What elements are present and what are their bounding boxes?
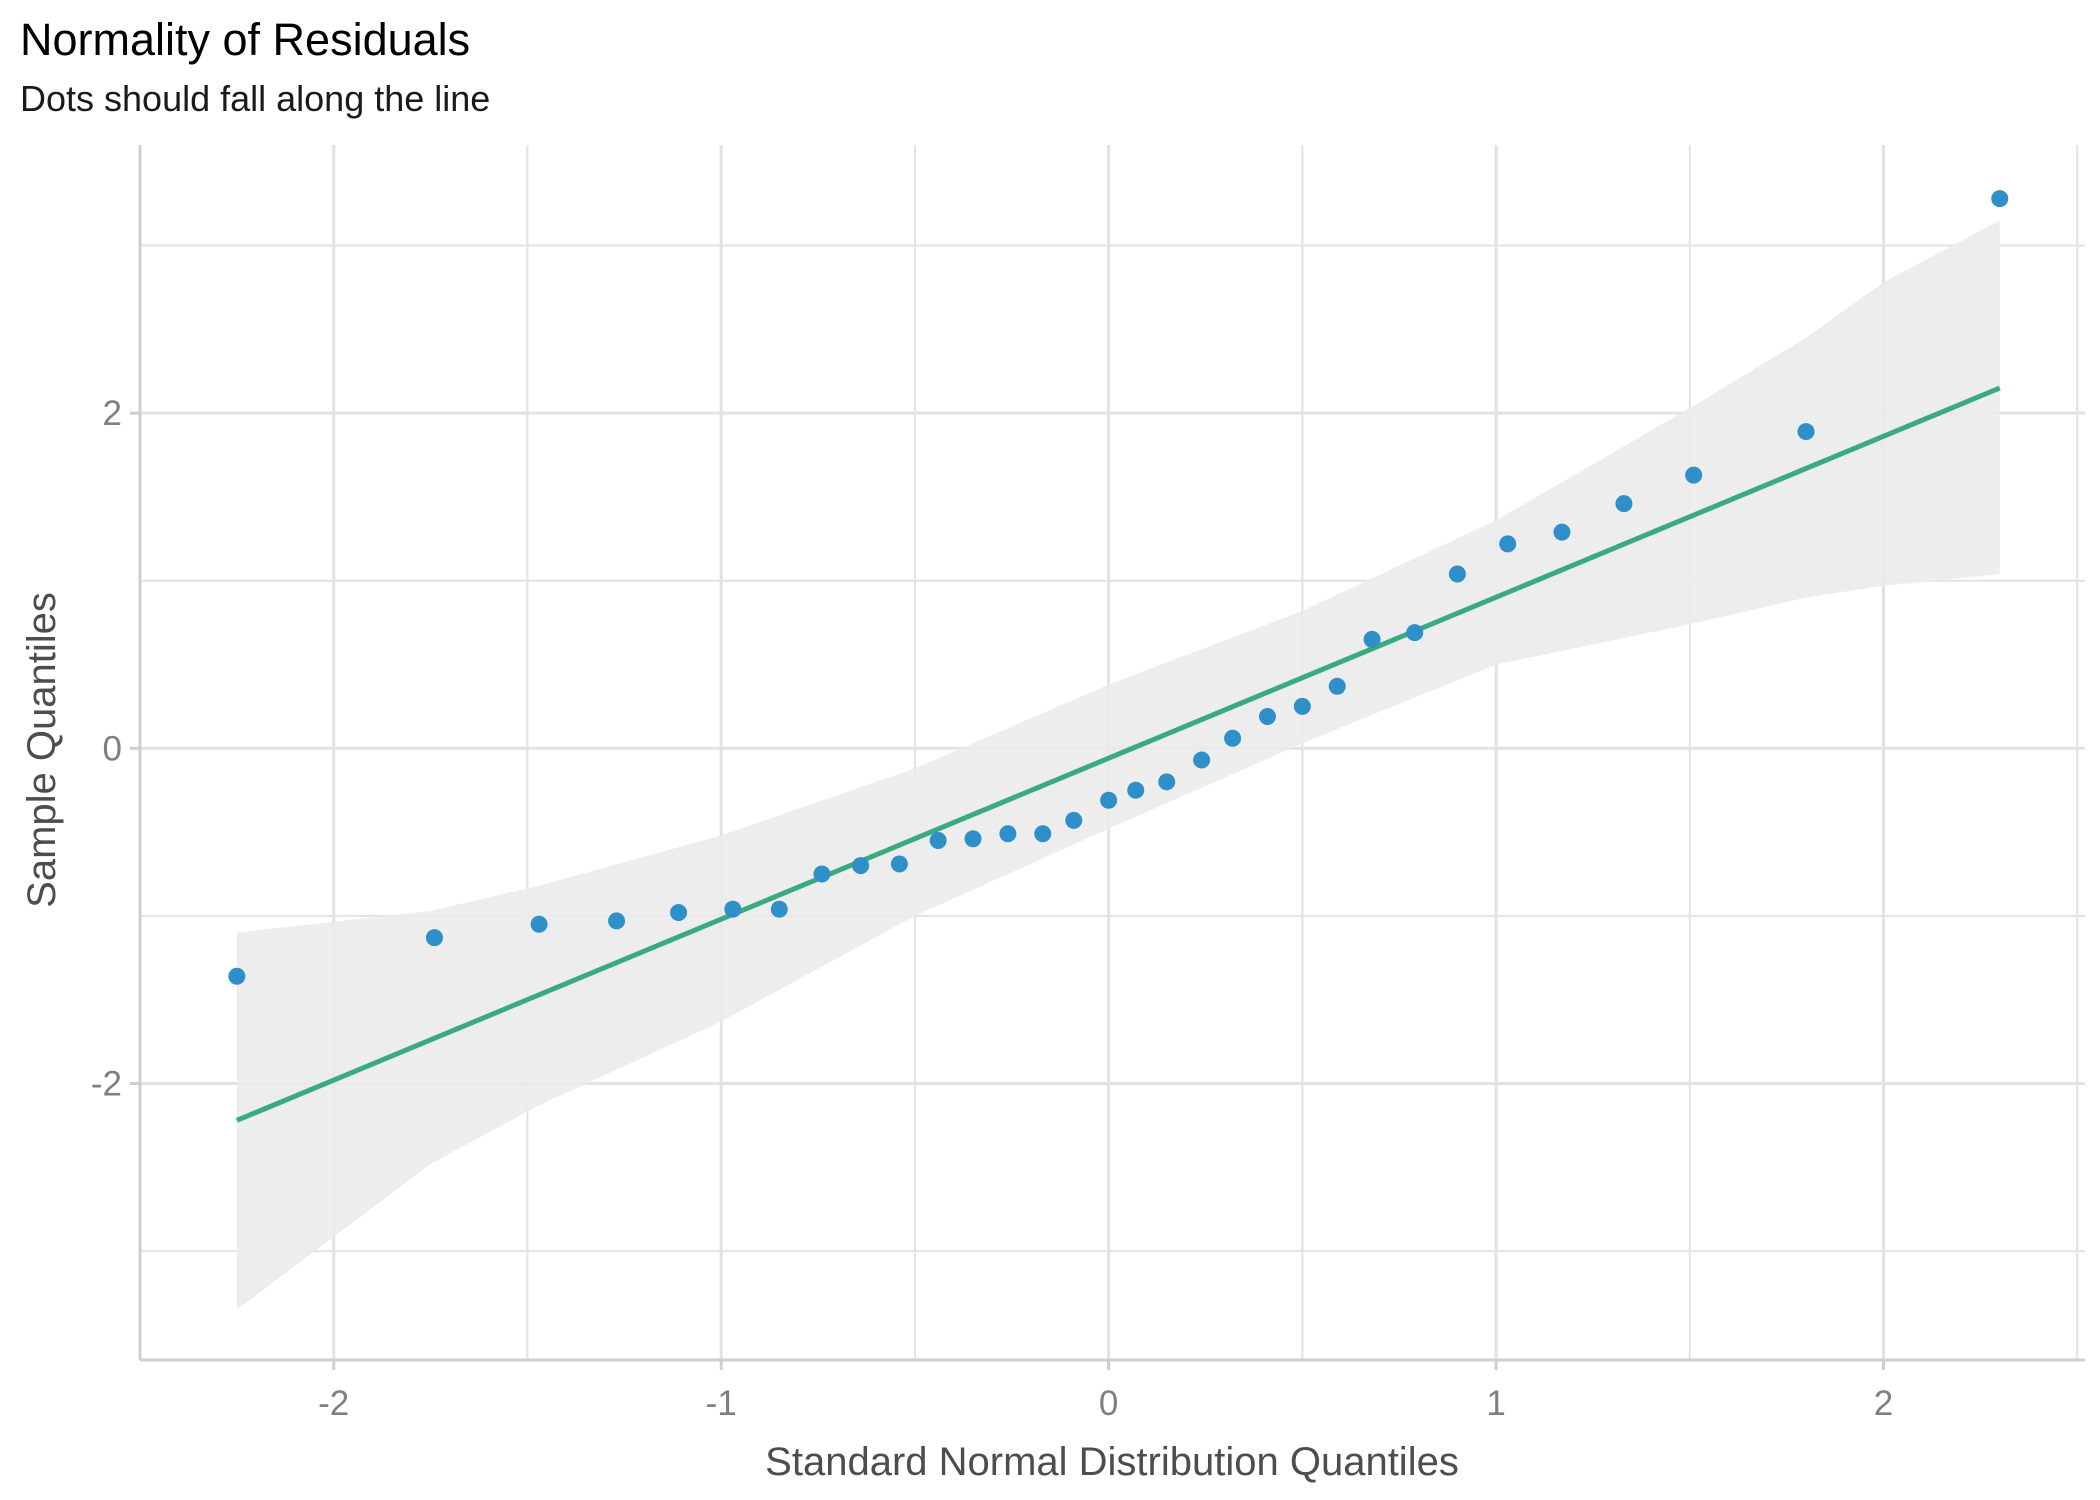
data-point — [999, 825, 1017, 843]
x-axis-label: Standard Normal Distribution Quantiles — [765, 1440, 1459, 1484]
x-tick-label: -2 — [318, 1384, 349, 1423]
data-point — [1797, 423, 1815, 441]
data-point — [929, 831, 947, 849]
data-point — [1615, 495, 1633, 513]
data-point — [530, 915, 548, 933]
data-point — [1158, 773, 1176, 791]
data-points — [228, 190, 2009, 985]
data-point — [964, 830, 982, 848]
data-point — [670, 904, 688, 922]
confidence-band-area — [236, 220, 2000, 1310]
grid — [139, 145, 2085, 1360]
data-point — [1406, 624, 1424, 642]
data-point — [890, 855, 908, 873]
data-point — [1328, 677, 1346, 695]
data-point — [1034, 825, 1052, 843]
y-tick-label: 0 — [103, 729, 122, 768]
x-tick-label: 1 — [1486, 1384, 1505, 1423]
data-point — [1127, 781, 1145, 799]
x-tick-label: 0 — [1099, 1384, 1118, 1423]
data-point — [1448, 565, 1466, 583]
data-point — [1553, 523, 1571, 541]
chart-subtitle: Dots should fall along the line — [20, 78, 491, 119]
y-tick-label: -2 — [91, 1064, 122, 1103]
data-point — [1991, 190, 2009, 208]
data-point — [1499, 535, 1517, 553]
data-point — [1100, 791, 1118, 809]
y-tick-label: 2 — [103, 394, 122, 433]
reference-line-group — [235, 385, 2001, 1123]
x-tick-label: 2 — [1874, 1384, 1893, 1423]
data-point — [1065, 811, 1083, 829]
axes: -2 -1 0 1 2 -2 0 2 — [91, 145, 2085, 1423]
data-point — [1685, 466, 1703, 484]
data-point — [228, 967, 246, 985]
data-point — [724, 900, 742, 918]
y-axis-label: Sample Quantiles — [20, 592, 64, 908]
data-point — [813, 865, 831, 883]
chart-title: Normality of Residuals — [20, 14, 471, 65]
data-point — [1224, 729, 1242, 747]
data-point — [425, 929, 443, 947]
data-point — [1258, 707, 1276, 725]
data-point — [1363, 630, 1381, 648]
reference-line — [235, 385, 2001, 1123]
data-point — [1193, 751, 1211, 769]
data-point — [770, 900, 788, 918]
data-point — [608, 912, 626, 930]
data-point — [1293, 697, 1311, 715]
confidence-band — [236, 220, 2000, 1310]
data-point — [852, 857, 870, 875]
x-tick-label: -1 — [706, 1384, 737, 1423]
